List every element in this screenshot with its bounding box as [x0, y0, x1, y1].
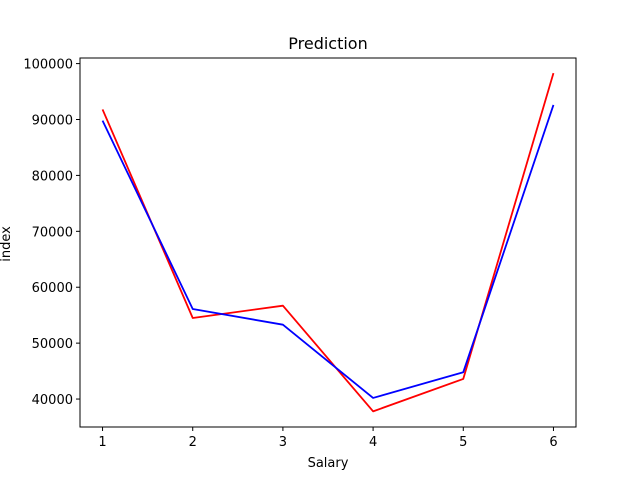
x-tick-label: 5 [459, 435, 467, 450]
series-layer [101, 72, 555, 413]
x-axis-label: Salary [308, 456, 349, 471]
y-tick-label: 50000 [32, 337, 73, 352]
x-tick-label: 2 [189, 435, 197, 450]
chart-title: Prediction [288, 34, 367, 53]
x-tick-label: 6 [549, 435, 557, 450]
y-tick-label: 100000 [23, 58, 73, 73]
y-tick-label: 70000 [32, 225, 73, 240]
plot-background [80, 58, 576, 427]
plot-area [80, 58, 576, 427]
y-tick-label: 90000 [32, 114, 73, 129]
axes-layer: 1 2 3 4 5 6 40000 50000 60000 70000 80000 90000 1000… [23, 57, 577, 450]
x-tick-label: 1 [98, 435, 106, 450]
x-tick-label: 3 [279, 435, 287, 450]
y-axis-label: index [0, 226, 14, 262]
axes-frame [79, 57, 577, 428]
y-tick-label: 80000 [32, 169, 73, 184]
y-tick-label: 40000 [32, 393, 73, 408]
y-tick-label: 60000 [32, 281, 73, 296]
series-line-2 [101, 104, 555, 399]
x-tick-label: 4 [369, 435, 377, 450]
